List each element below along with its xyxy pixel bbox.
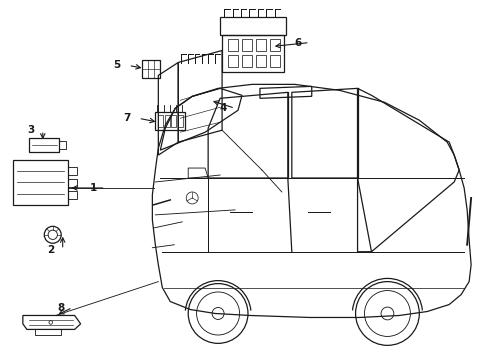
Text: 4: 4 [219, 103, 226, 113]
Text: 8: 8 [57, 302, 64, 312]
Text: 1: 1 [90, 183, 97, 193]
Text: 2: 2 [47, 245, 54, 255]
Text: 6: 6 [294, 37, 301, 48]
Text: 7: 7 [122, 113, 130, 123]
Text: 5: 5 [113, 60, 120, 71]
Text: 3: 3 [27, 125, 34, 135]
